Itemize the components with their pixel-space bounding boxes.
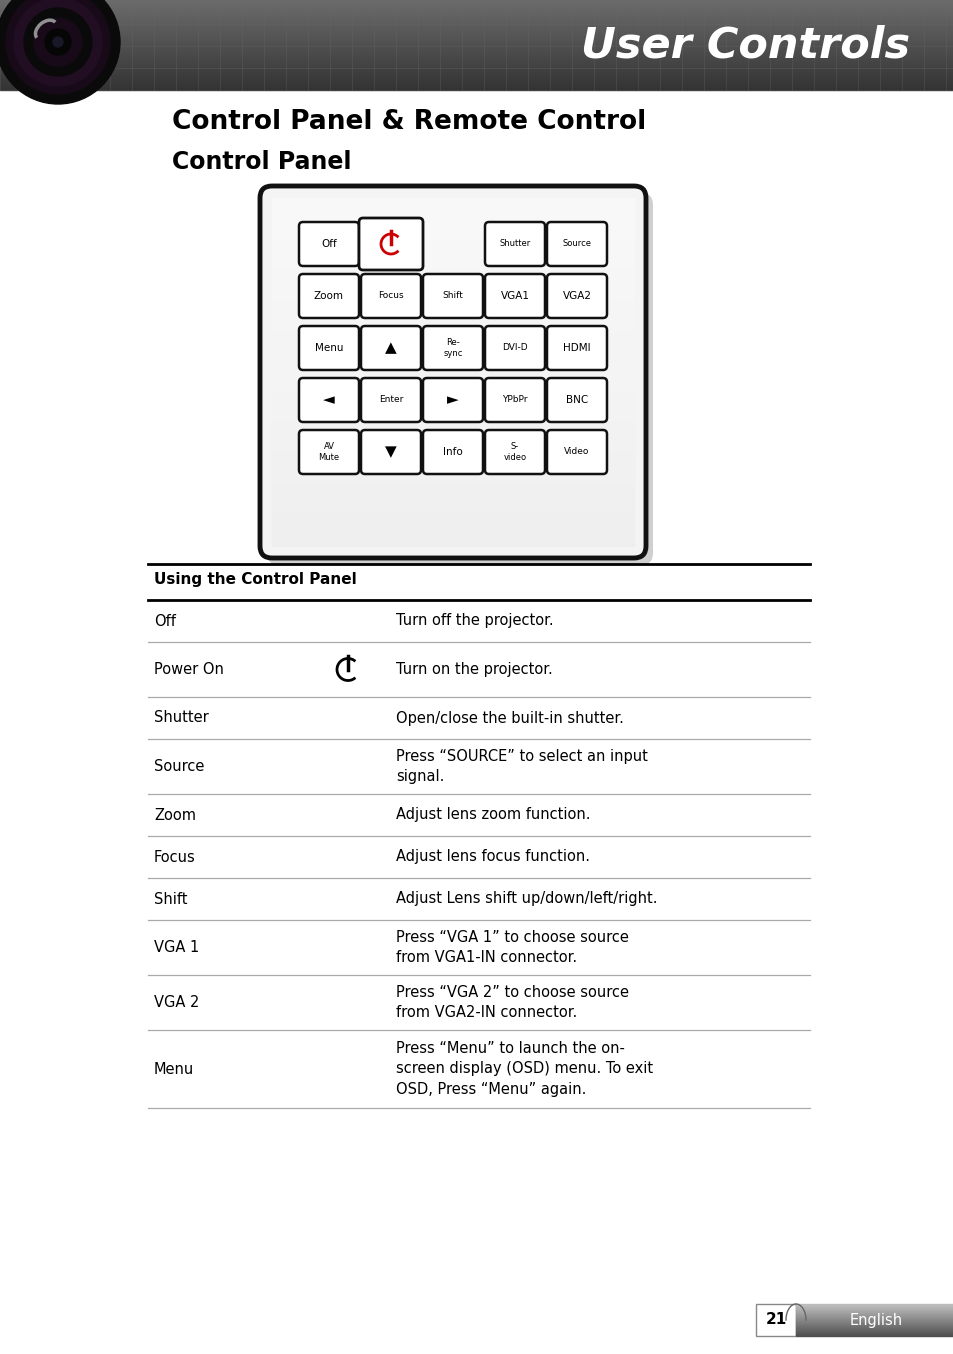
Text: Control Panel & Remote Control: Control Panel & Remote Control [172,110,645,135]
Text: Zoom: Zoom [153,807,195,822]
FancyBboxPatch shape [298,378,358,422]
Circle shape [24,8,91,76]
Text: Adjust lens zoom function.: Adjust lens zoom function. [395,807,590,822]
Text: Adjust Lens shift up/down/left/right.: Adjust Lens shift up/down/left/right. [395,891,657,906]
FancyBboxPatch shape [484,431,544,474]
Text: Source: Source [153,760,204,774]
Text: 21: 21 [764,1312,786,1327]
Text: Menu: Menu [153,1062,194,1076]
FancyBboxPatch shape [358,218,422,269]
Text: Focus: Focus [377,291,403,301]
FancyBboxPatch shape [260,185,645,558]
FancyBboxPatch shape [546,431,606,474]
FancyBboxPatch shape [546,326,606,370]
Text: Video: Video [564,448,589,456]
Text: Press “VGA 2” to choose source
from VGA2-IN connector.: Press “VGA 2” to choose source from VGA2… [395,984,628,1020]
FancyBboxPatch shape [546,274,606,318]
FancyBboxPatch shape [360,274,420,318]
Text: AV
Mute: AV Mute [318,443,339,462]
Circle shape [45,28,71,56]
FancyBboxPatch shape [484,222,544,265]
Text: Turn off the projector.: Turn off the projector. [395,613,553,628]
Circle shape [0,0,120,104]
Text: YPbPr: YPbPr [501,395,527,405]
FancyBboxPatch shape [546,378,606,422]
Text: DVI-D: DVI-D [501,344,527,352]
Bar [755,1304,795,1336]
Text: Re-
sync: Re- sync [443,338,462,357]
Text: Control Panel: Control Panel [172,150,351,175]
Text: Shutter: Shutter [153,711,209,726]
FancyBboxPatch shape [298,326,358,370]
Circle shape [6,0,110,93]
FancyBboxPatch shape [360,326,420,370]
Text: Info: Info [442,447,462,458]
Text: VGA1: VGA1 [500,291,529,301]
Text: Press “SOURCE” to select an input
signal.: Press “SOURCE” to select an input signal… [395,749,647,784]
FancyBboxPatch shape [484,274,544,318]
FancyBboxPatch shape [422,431,482,474]
FancyBboxPatch shape [360,378,420,422]
Text: Focus: Focus [153,849,195,864]
Text: Open/close the built-in shutter.: Open/close the built-in shutter. [395,711,623,726]
Text: User Controls: User Controls [580,24,909,66]
FancyBboxPatch shape [298,222,358,265]
Text: Shift: Shift [442,291,463,301]
FancyBboxPatch shape [422,326,482,370]
Circle shape [34,18,82,66]
Text: Using the Control Panel: Using the Control Panel [153,571,356,588]
FancyBboxPatch shape [267,194,652,565]
Text: ▲: ▲ [385,340,396,356]
Text: VGA 2: VGA 2 [153,995,199,1010]
Circle shape [14,0,102,87]
Text: Off: Off [321,240,336,249]
FancyBboxPatch shape [484,378,544,422]
FancyBboxPatch shape [298,274,358,318]
Text: English: English [848,1312,902,1327]
Text: Menu: Menu [314,343,343,353]
Text: Adjust lens focus function.: Adjust lens focus function. [395,849,589,864]
Text: Turn on the projector.: Turn on the projector. [395,662,552,677]
Text: Press “VGA 1” to choose source
from VGA1-IN connector.: Press “VGA 1” to choose source from VGA1… [395,930,628,965]
Text: VGA2: VGA2 [562,291,591,301]
Text: HDMI: HDMI [562,343,590,353]
Text: Shift: Shift [153,891,188,906]
Text: Enter: Enter [378,395,403,405]
Text: Zoom: Zoom [314,291,344,301]
FancyBboxPatch shape [360,431,420,474]
Text: Press “Menu” to launch the on-
screen display (OSD) menu. To exit
OSD, Press “Me: Press “Menu” to launch the on- screen di… [395,1041,653,1097]
FancyBboxPatch shape [298,431,358,474]
FancyBboxPatch shape [546,222,606,265]
Text: Shutter: Shutter [498,240,530,249]
Text: ►: ► [447,393,458,408]
Text: Off: Off [153,613,175,628]
Text: S-
video: S- video [503,443,526,462]
FancyBboxPatch shape [422,378,482,422]
FancyBboxPatch shape [484,326,544,370]
Text: ▼: ▼ [385,444,396,459]
Text: ◄: ◄ [323,393,335,408]
Circle shape [53,37,63,47]
Text: Power On: Power On [153,662,224,677]
FancyBboxPatch shape [422,274,482,318]
Text: Source: Source [562,240,591,249]
Text: VGA 1: VGA 1 [153,940,199,955]
Text: BNC: BNC [565,395,587,405]
